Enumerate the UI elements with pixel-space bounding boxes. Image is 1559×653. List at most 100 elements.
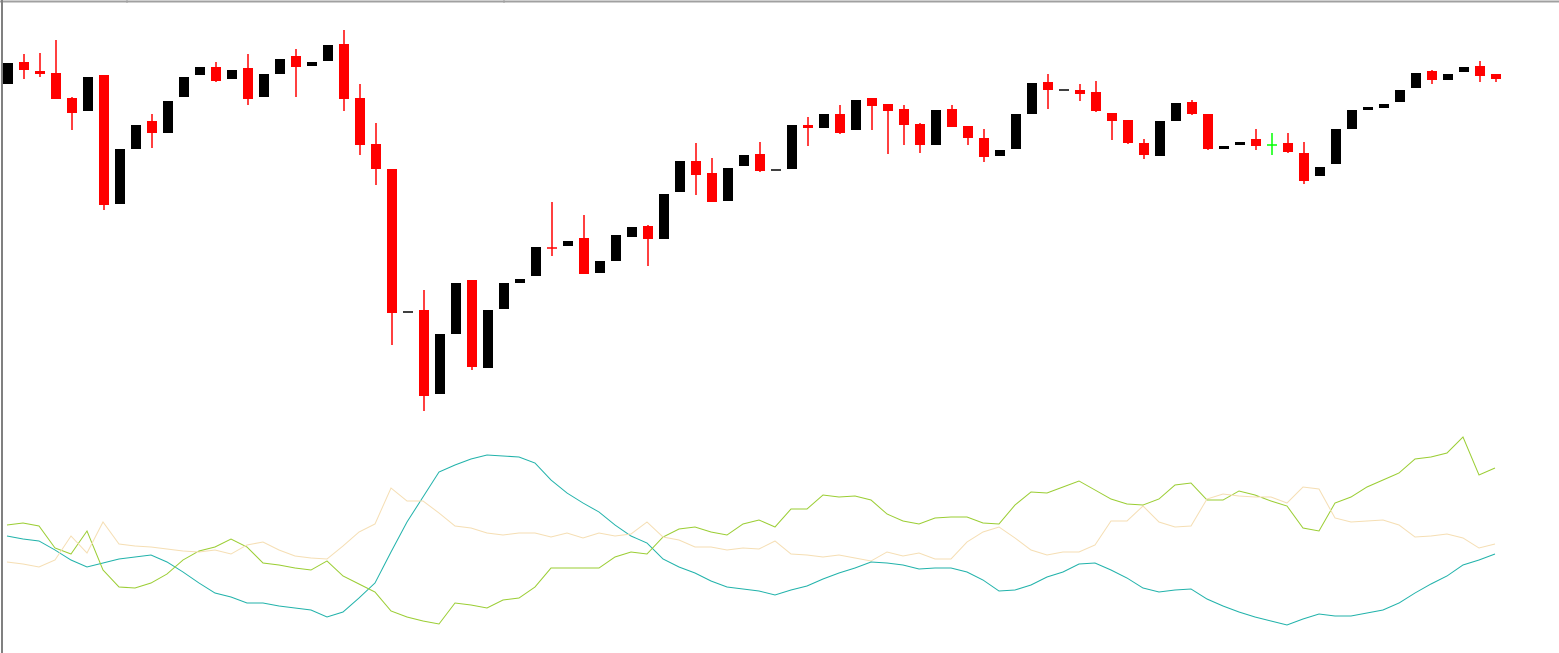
candle: [803, 117, 813, 146]
candle: [99, 75, 109, 210]
candle: [483, 310, 493, 368]
candle-body: [339, 44, 349, 99]
candle: [243, 54, 253, 105]
candle-body: [179, 77, 189, 97]
candle-body: [67, 98, 77, 113]
candle-body: [723, 168, 733, 201]
indicator-line-2: [6, 436, 1496, 625]
candle: [1411, 73, 1421, 88]
candle-body: [899, 109, 909, 125]
candle-body: [1299, 153, 1309, 181]
candle-body: [931, 110, 941, 145]
candle-body: [131, 125, 141, 149]
candle: [451, 283, 461, 334]
candle: [131, 125, 141, 149]
candle-body: [371, 144, 381, 169]
candle: [1347, 110, 1357, 129]
candle-body: [963, 126, 973, 138]
candle-body: [659, 194, 669, 239]
candle: [563, 241, 573, 246]
candle: [1011, 114, 1021, 149]
candle-body: [1123, 120, 1133, 143]
candle-body: [1315, 167, 1325, 176]
candle: [1251, 129, 1261, 150]
candle: [691, 143, 701, 195]
candle-body: [291, 56, 301, 67]
candle: [435, 334, 445, 394]
candle: [579, 215, 589, 274]
candle: [35, 53, 45, 77]
candle: [323, 45, 333, 61]
candle: [819, 114, 829, 128]
candle-body: [99, 75, 109, 205]
candle: [1091, 81, 1101, 112]
candle-body: [1459, 67, 1469, 72]
candle-body: [227, 70, 237, 79]
candle: [707, 158, 717, 202]
candle-body: [1395, 90, 1405, 102]
candle: [1203, 114, 1213, 150]
candle: [627, 227, 637, 237]
candle: [147, 114, 157, 148]
candle-body: [803, 125, 813, 128]
candle: [979, 129, 989, 162]
candle: [899, 105, 909, 145]
candle-body: [787, 125, 797, 169]
candle-body: [515, 279, 525, 283]
candle-body: [1203, 114, 1213, 149]
candle: [339, 30, 349, 111]
candle-body: [1443, 74, 1453, 80]
candle: [1187, 100, 1197, 115]
candle-body: [435, 334, 445, 394]
candle-body: [627, 227, 637, 237]
indicator-line-1: [6, 454, 1496, 626]
indicator-panel: [6, 436, 1496, 626]
candle-body: [1427, 71, 1437, 80]
candle-body: [947, 109, 957, 127]
candle-body: [1411, 73, 1421, 88]
candle-body: [419, 310, 429, 396]
candle: [83, 77, 93, 111]
candle: [211, 62, 221, 82]
candle: [259, 74, 269, 97]
candle: [227, 70, 237, 79]
candle-body: [1171, 103, 1181, 121]
candle-body: [643, 226, 653, 239]
candle-body: [83, 77, 93, 111]
candle: [355, 84, 365, 155]
candle: [1219, 146, 1229, 149]
candle: [931, 110, 941, 145]
candle-body: [243, 68, 253, 99]
candle-body: [691, 161, 701, 175]
candle: [1491, 74, 1501, 82]
candle-body: [355, 98, 365, 145]
candle-body: [1043, 82, 1053, 90]
candle-body: [147, 121, 157, 133]
candle-body: [531, 247, 541, 276]
candle-body: [19, 62, 29, 70]
candle-body: [451, 283, 461, 334]
candle-body: [595, 261, 605, 273]
candle-body: [1251, 139, 1261, 146]
candle-body: [995, 150, 1005, 156]
candle-body: [1379, 104, 1389, 108]
candle-body: [851, 100, 861, 130]
candle: [307, 62, 317, 66]
candle-body: [1283, 143, 1293, 152]
candle: [19, 54, 29, 79]
candle-body: [51, 73, 61, 99]
candle: [547, 202, 557, 256]
candle: [1331, 129, 1341, 164]
candle: [67, 97, 77, 130]
candle-body: [483, 310, 493, 368]
candle: [659, 194, 669, 239]
candle-body: [675, 161, 685, 192]
candle: [835, 105, 845, 134]
candle: [1315, 167, 1325, 176]
candle-body: [1107, 113, 1117, 121]
candle-body: [1011, 114, 1021, 149]
price-panel: [3, 30, 1501, 411]
candle-body: [819, 114, 829, 128]
candle: [1139, 139, 1149, 159]
candle-body: [307, 62, 317, 66]
